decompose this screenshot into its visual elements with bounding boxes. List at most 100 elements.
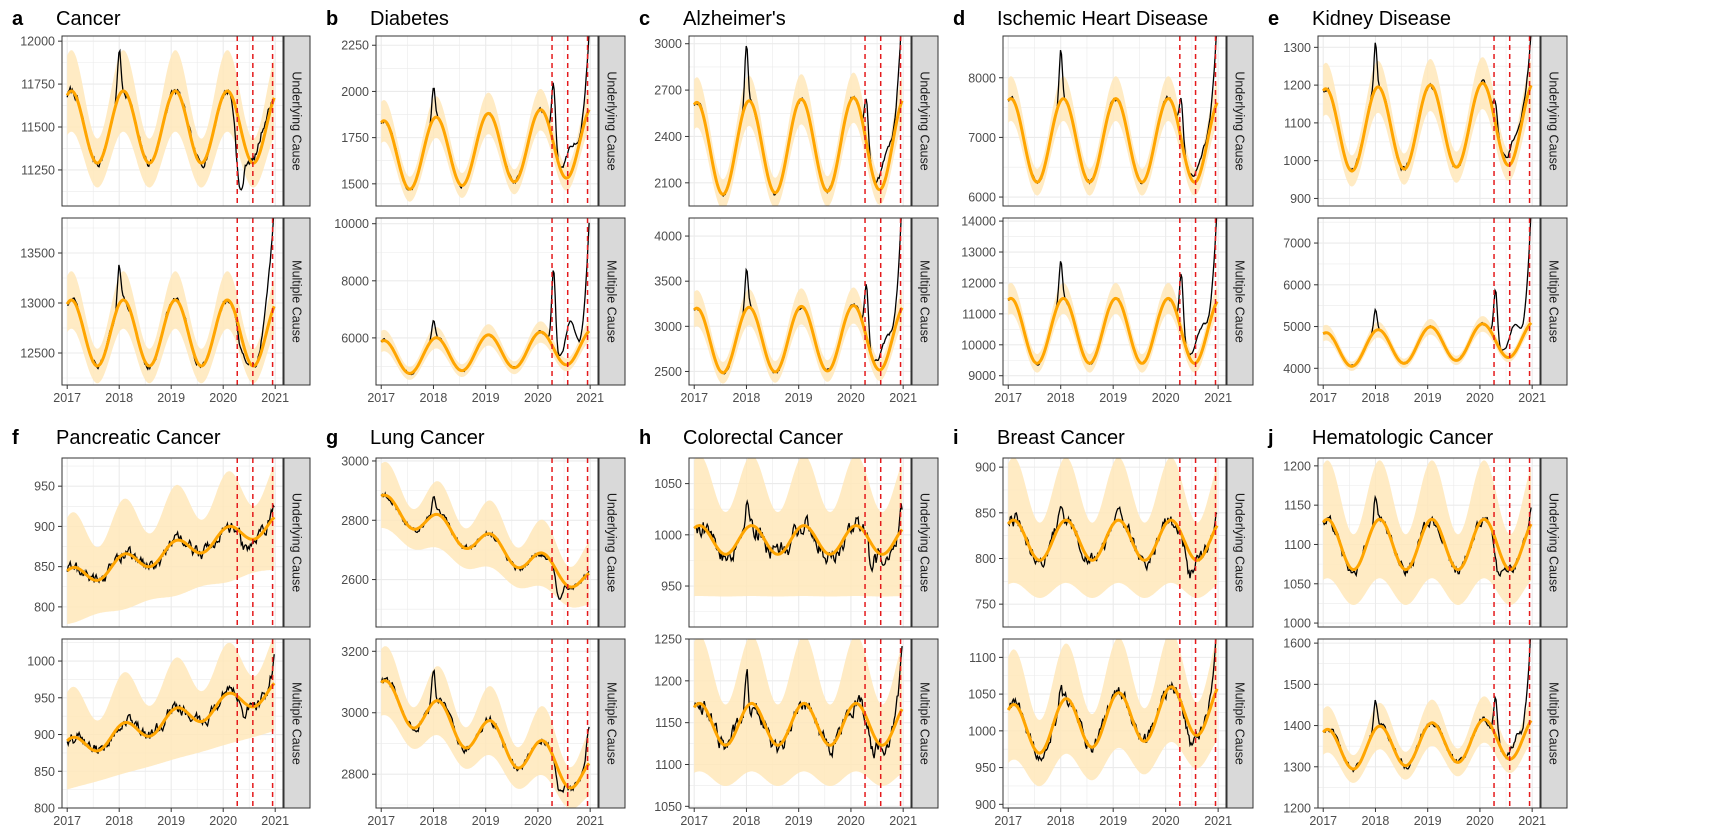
y-tick-label: 7000 <box>968 131 996 145</box>
y-tick-label: 7000 <box>1283 237 1311 251</box>
expected-deaths-line <box>1322 321 1533 368</box>
y-tick-label: 10000 <box>334 217 369 231</box>
facet-underlying: Underlying Cause 950 1000 1050 <box>654 457 939 628</box>
panel-title: Alzheimer's <box>683 8 786 30</box>
x-tick-label: 2021 <box>1518 814 1546 828</box>
facet-underlying: Underlying Cause 800 850 900 950 <box>34 457 311 628</box>
y-tick-label: 900 <box>975 461 996 475</box>
y-tick-label: 1100 <box>969 651 996 665</box>
facet-strip-label: Underlying Cause <box>1547 493 1561 592</box>
facet-strip-label: Multiple Cause <box>1547 682 1561 765</box>
panel-i: i Breast Cancer Underlying Cause 750 800 850 9… <box>953 427 1254 828</box>
y-tick-label: 2800 <box>341 768 369 782</box>
facet-strip <box>1540 638 1568 809</box>
facet-underlying: Underlying Cause 750 800 850 900 <box>975 457 1254 628</box>
prediction-interval-band <box>1008 639 1218 787</box>
plot-area <box>692 639 904 808</box>
facet-strip <box>911 35 939 207</box>
y-tick-label: 1050 <box>968 688 996 702</box>
facet-strip-label: Underlying Cause <box>918 71 932 170</box>
facet-strip <box>598 638 626 809</box>
expected-deaths-line <box>66 682 276 753</box>
panel-border <box>61 638 284 809</box>
facet-strip <box>283 217 311 386</box>
y-tick-label: 2400 <box>654 130 682 144</box>
x-tick-label: 2020 <box>1466 391 1494 405</box>
panel-d: d Ischemic Heart Disease Underlying Cause 6… <box>953 8 1254 405</box>
x-tick-label: 2020 <box>837 814 865 828</box>
facet-strip-label: Underlying Cause <box>1233 493 1247 592</box>
x-tick-label: 2017 <box>53 391 81 405</box>
facet-strip <box>1226 217 1254 386</box>
facet-strip-label: Multiple Cause <box>918 260 932 343</box>
y-tick-label: 3200 <box>341 645 369 659</box>
panel-f: f Pancreatic Cancer Underlying Cause 800 850… <box>12 427 311 828</box>
x-tick-label: 2017 <box>367 391 395 405</box>
y-tick-label: 1100 <box>655 758 682 772</box>
facet-underlying: Underlying Cause 6000 7000 8000 <box>968 35 1254 207</box>
expected-deaths-line <box>380 329 591 375</box>
panel-border <box>1002 638 1227 809</box>
panel-title: Diabetes <box>370 8 449 30</box>
y-tick-label: 1750 <box>341 131 369 145</box>
x-tick-label: 2018 <box>733 814 761 828</box>
panel-border <box>375 35 599 207</box>
y-tick-label: 11750 <box>21 78 55 92</box>
y-tick-label: 950 <box>975 761 996 775</box>
facet-multiple: Multiple Cause 12500 13000 13500 <box>20 217 311 386</box>
expected-deaths-line <box>1007 518 1219 562</box>
x-tick-label: 2018 <box>105 814 133 828</box>
x-tick-label: 2020 <box>1152 814 1180 828</box>
y-tick-label: 4000 <box>1283 362 1311 376</box>
panel-border <box>1317 638 1541 809</box>
x-tick-label: 2018 <box>105 391 133 405</box>
y-tick-label: 12000 <box>20 35 55 49</box>
panel-h: h Colorectal Cancer Underlying Cause 950 100… <box>639 427 939 828</box>
facet-strip-label: Underlying Cause <box>605 71 619 170</box>
facet-strip-label: Multiple Cause <box>1233 682 1247 765</box>
facet-strip <box>283 35 311 207</box>
y-tick-label: 1000 <box>968 724 996 738</box>
y-tick-label: 2500 <box>654 365 682 379</box>
plot-area <box>380 458 590 627</box>
y-tick-label: 13000 <box>20 297 55 311</box>
facet-strip-label: Underlying Cause <box>1233 71 1247 170</box>
y-tick-label: 1000 <box>27 655 55 669</box>
y-tick-label: 1000 <box>1283 154 1311 168</box>
facet-underlying: Underlying Cause 1000 1050 1100 1150 1200 <box>1283 457 1568 631</box>
prediction-interval-band <box>381 646 590 808</box>
panel-letter: f <box>12 427 19 449</box>
facet-multiple: Multiple Cause 9000 10000 11000 12000 13000 14… <box>961 215 1254 386</box>
facet-strip-label: Multiple Cause <box>605 682 619 765</box>
x-tick-label: 2018 <box>1362 391 1390 405</box>
prediction-interval-band <box>1323 696 1532 783</box>
x-tick-label: 2021 <box>889 391 917 405</box>
expected-deaths-line <box>380 493 590 589</box>
panel-border <box>688 638 912 809</box>
y-tick-label: 1000 <box>654 528 682 542</box>
y-tick-label: 13000 <box>961 246 996 260</box>
facet-underlying: Underlying Cause 11250 11500 11750 12000 <box>20 35 311 207</box>
y-tick-label: 1600 <box>1283 637 1311 651</box>
panel-title: Kidney Disease <box>1312 8 1451 30</box>
expected-deaths-line <box>1006 685 1219 755</box>
expected-deaths-line <box>65 298 276 368</box>
x-tick-label: 2021 <box>576 814 604 828</box>
y-tick-label: 2250 <box>341 39 369 53</box>
y-tick-label: 1400 <box>1283 719 1311 733</box>
panel-border <box>61 457 284 628</box>
plot-area <box>1007 218 1219 385</box>
facet-strip-label: Underlying Cause <box>1547 71 1561 170</box>
expected-deaths-line <box>1007 97 1219 184</box>
y-tick-label: 900 <box>34 520 55 534</box>
plot-area <box>66 458 276 627</box>
x-tick-label: 2019 <box>157 814 185 828</box>
y-tick-label: 1200 <box>654 674 682 688</box>
y-tick-label: 750 <box>975 598 996 612</box>
x-tick-label: 2018 <box>420 391 448 405</box>
facet-strip-label: Multiple Cause <box>290 682 304 765</box>
y-tick-label: 1050 <box>654 800 682 814</box>
x-tick-label: 2020 <box>1466 814 1494 828</box>
panel-title: Ischemic Heart Disease <box>997 8 1208 30</box>
panel-title: Colorectal Cancer <box>683 427 843 449</box>
